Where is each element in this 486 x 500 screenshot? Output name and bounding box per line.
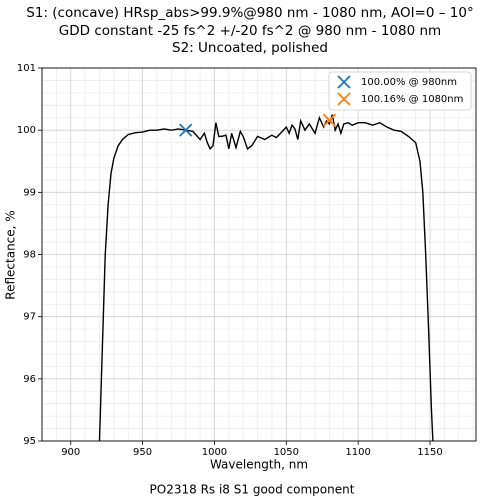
y-axis-label: Reflectance, % [4, 210, 18, 299]
x-tick-label: 1150 [417, 447, 442, 458]
plot-frame [41, 67, 477, 442]
marker [179, 123, 193, 137]
title-line: S1: (concave) HRsp_abs>99.9%@980 nm - 10… [26, 5, 473, 21]
data-line [98, 114, 434, 441]
y-tick-label: 96 [23, 374, 36, 385]
y-tick-label: 99 [23, 187, 36, 198]
marker [322, 113, 337, 127]
x-tick-label: 1100 [345, 447, 370, 458]
y-tick-label: 97 [23, 312, 36, 323]
footer: PO2318 Rs i8 S1 good component [150, 483, 355, 497]
x-tick-label: 900 [61, 447, 80, 458]
legend-label: 100.16% @ 1080nm [361, 94, 463, 105]
legend-label: 100.00% @ 980nm [361, 77, 457, 88]
y-tick-label: 101 [17, 63, 36, 74]
y-tick-label: 98 [23, 250, 36, 261]
y-tick-label: 100 [17, 125, 36, 136]
x-axis-label: Wavelength, nm [210, 458, 308, 472]
x-tick-label: 1050 [274, 447, 299, 458]
x-tick-label: 1000 [202, 447, 227, 458]
y-tick-label: 95 [23, 436, 36, 447]
legend-marker [337, 75, 351, 89]
x-tick-label: 950 [133, 447, 152, 458]
legend-box [328, 71, 472, 111]
title-line: GDD constant -25 fs^2 +/-20 fs^2 @ 980 n… [59, 23, 441, 39]
title-line: S2: Uncoated, polished [172, 40, 328, 56]
legend-marker [337, 92, 351, 106]
